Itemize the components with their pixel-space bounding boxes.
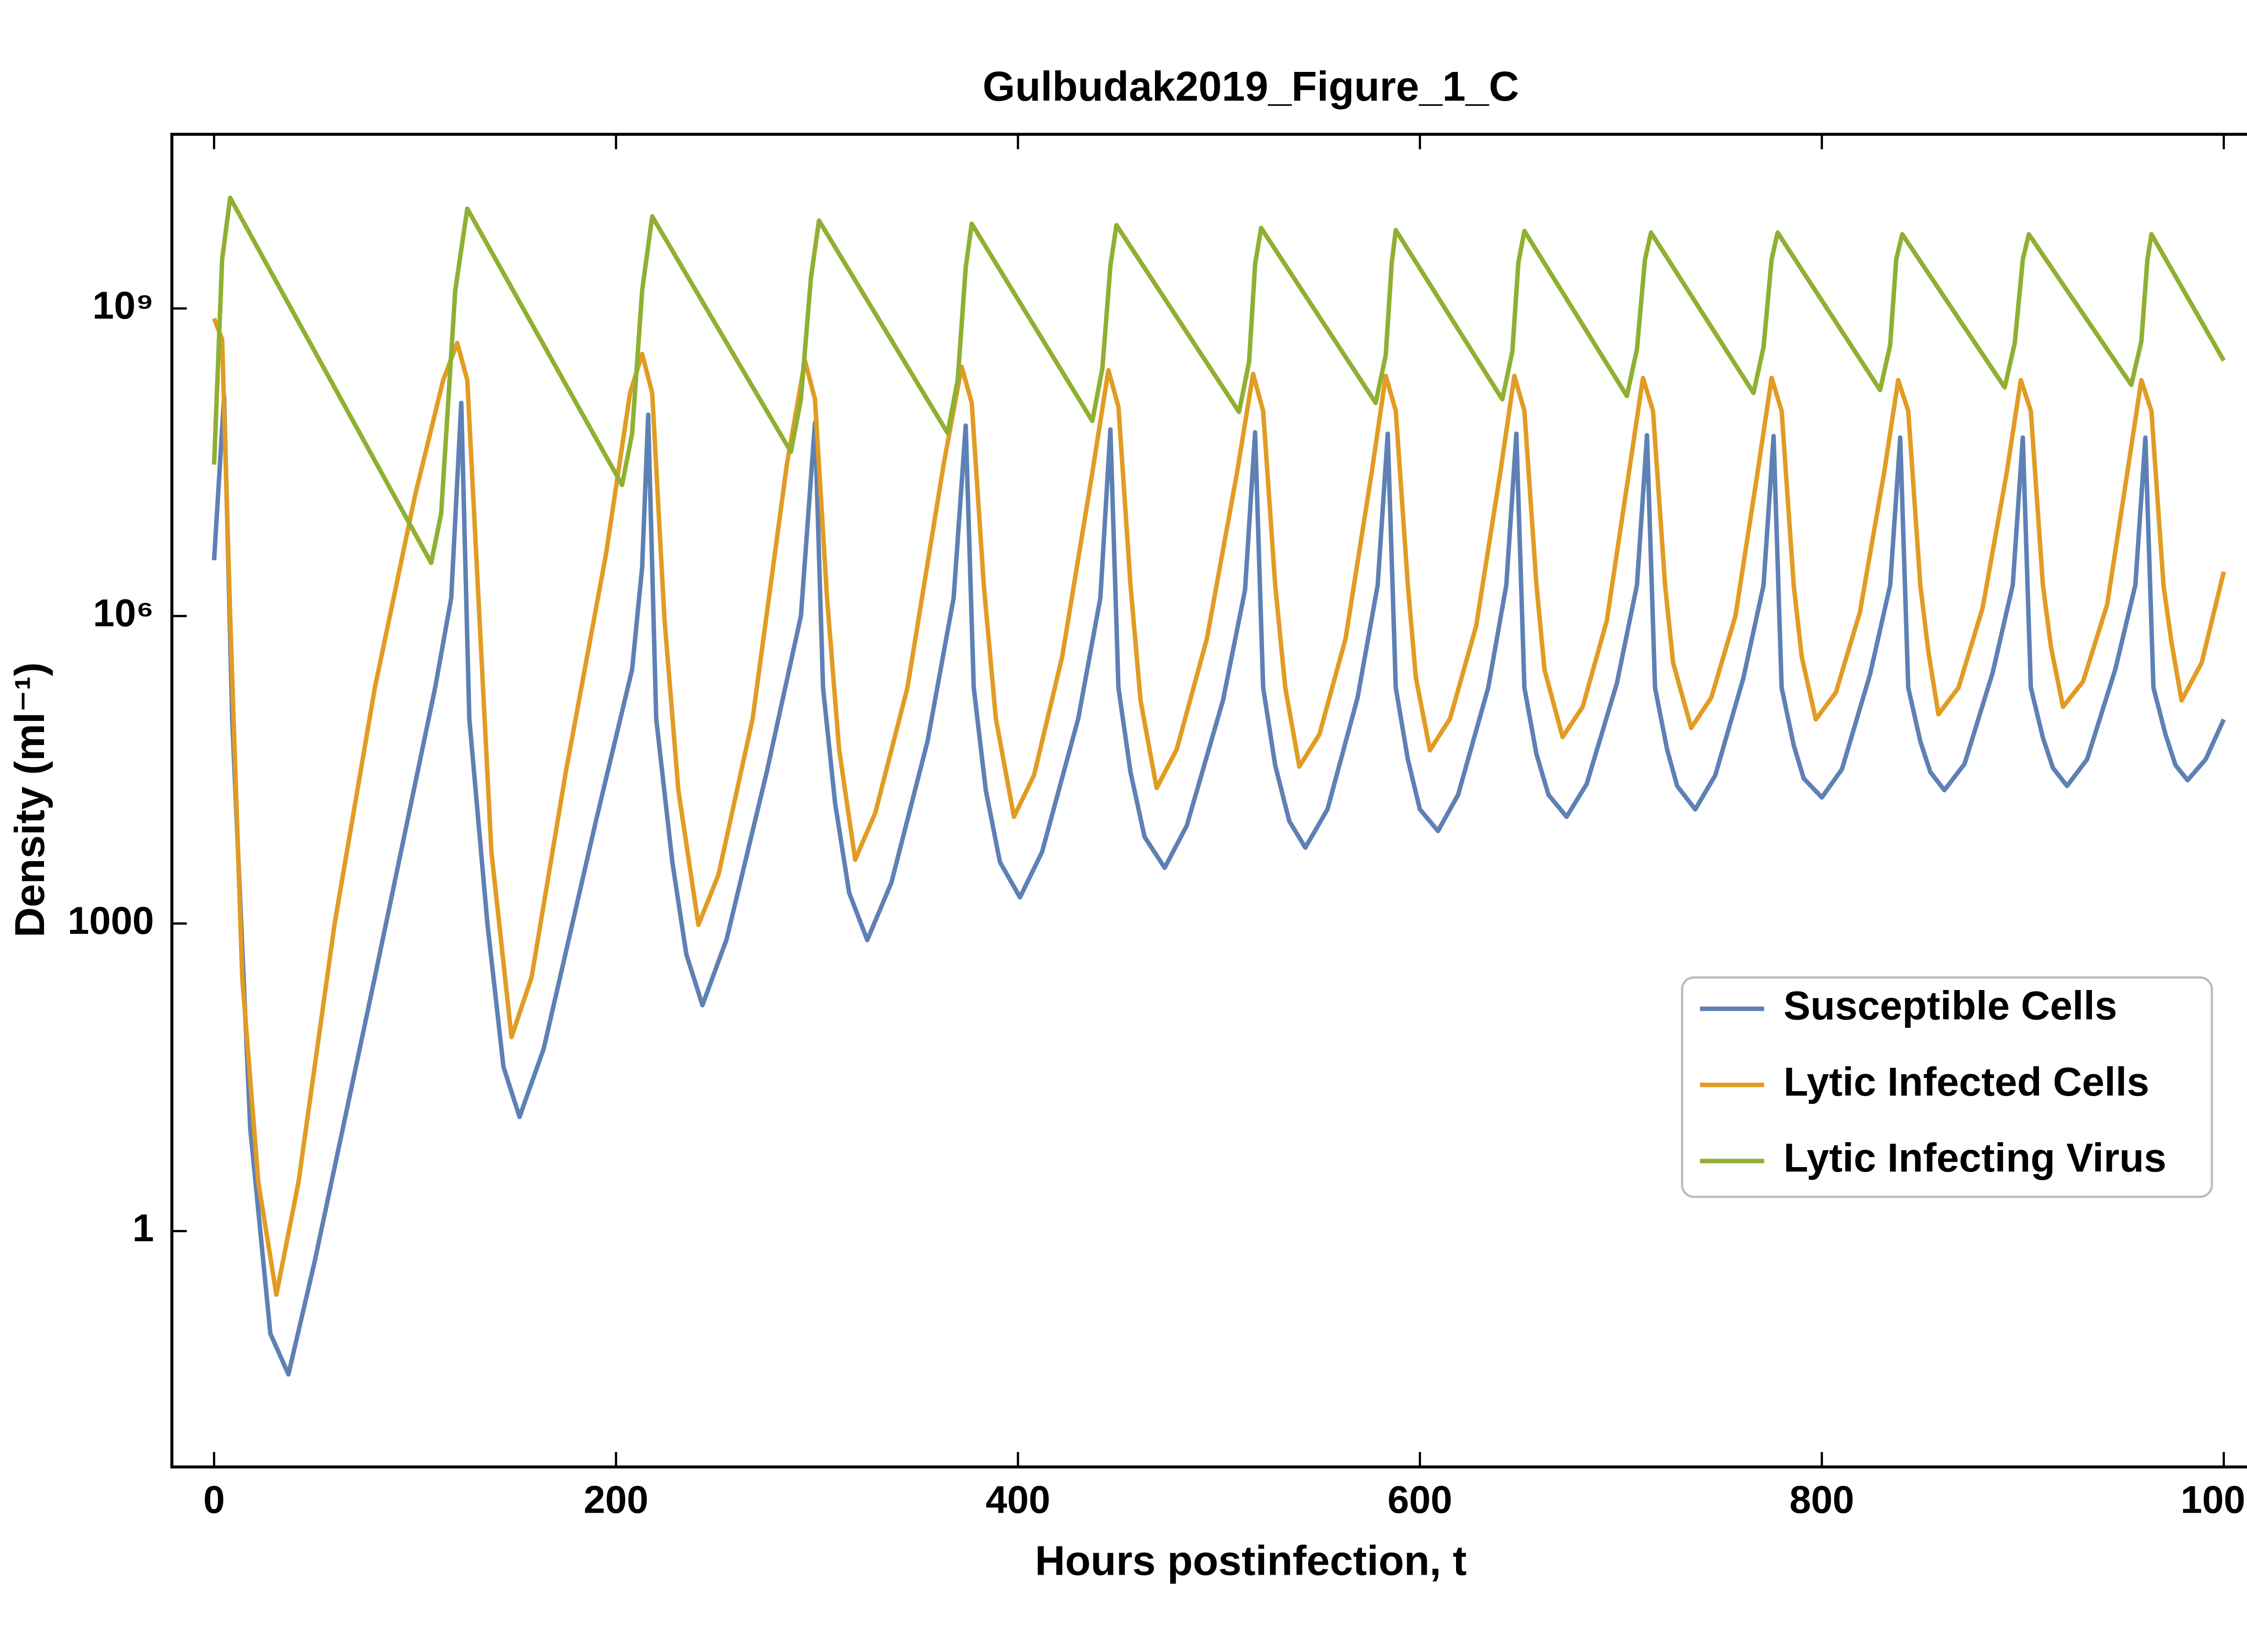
x-tick-label: 600 xyxy=(1388,1479,1452,1522)
plot-area xyxy=(212,195,2226,1377)
legend-label: Lytic Infected Cells xyxy=(1784,1059,2149,1104)
x-tick-label: 1000 xyxy=(2180,1479,2247,1522)
x-tick-label: 400 xyxy=(986,1479,1050,1522)
y-tick-label: 10⁶ xyxy=(93,592,154,635)
x-axis-label: Hours postinfection, t xyxy=(1035,1537,1467,1584)
chart-title: Gulbudak2019_Figure_1_C xyxy=(983,63,1519,110)
legend: Susceptible Cells Lytic Infected Cells Lyt… xyxy=(1681,976,2213,1198)
y-tick-label: 10⁹ xyxy=(93,284,154,327)
y-tick-label: 1000 xyxy=(68,899,154,942)
series-line xyxy=(212,195,2226,565)
legend-label: Susceptible Cells xyxy=(1784,983,2117,1028)
y-tick-label: 1 xyxy=(133,1207,154,1250)
legend-label: Lytic Infecting Virus xyxy=(1784,1135,2167,1180)
plot-frame xyxy=(170,133,2247,1469)
x-tick-label: 0 xyxy=(203,1479,225,1522)
x-tick-label: 800 xyxy=(1790,1479,1854,1522)
y-axis-label: Density (ml⁻¹) xyxy=(6,662,53,937)
series-line xyxy=(212,394,2226,1377)
series-line xyxy=(212,317,2226,1297)
x-tick-label: 200 xyxy=(584,1479,648,1522)
legend-box xyxy=(1681,976,2213,1198)
